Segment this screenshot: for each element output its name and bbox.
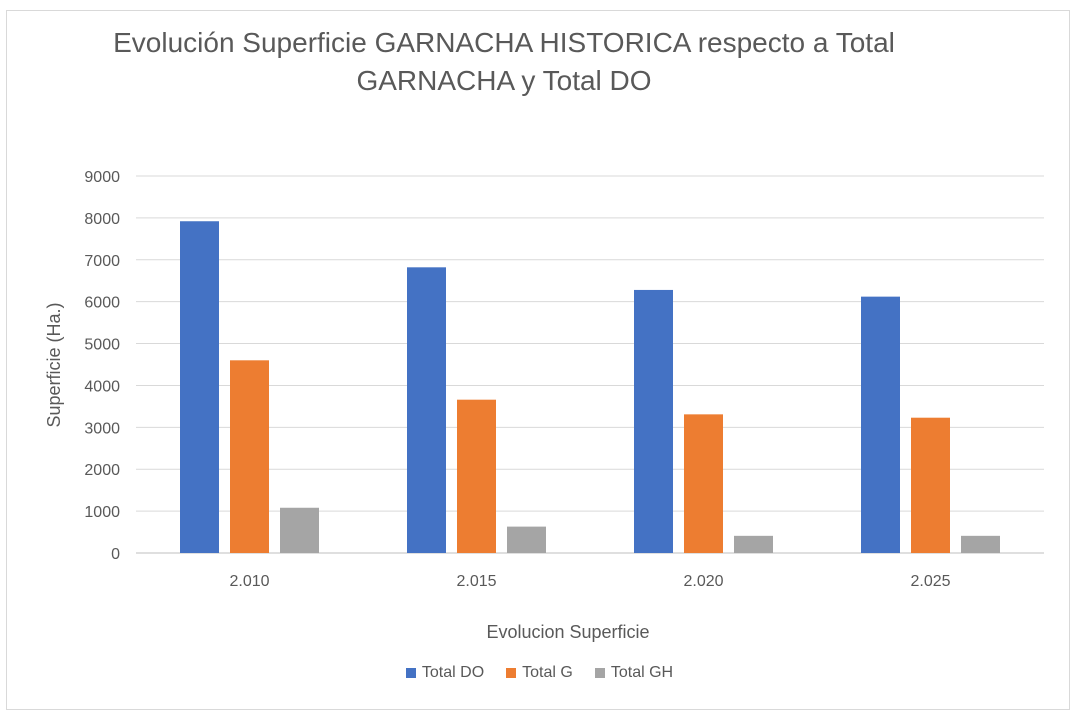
x-tick-label: 2.025 (910, 573, 950, 590)
y-tick-label: 0 (111, 546, 120, 563)
gridlines (136, 175, 1044, 554)
y-axis-title: Superficie (Ha.) (44, 302, 64, 427)
x-tick-label: 2.010 (229, 573, 269, 590)
legend-swatch (405, 668, 416, 678)
y-tick-label: 4000 (84, 378, 120, 395)
legend-item: Total DO (405, 664, 485, 682)
bar (407, 267, 446, 553)
y-tick-label: 8000 (84, 211, 120, 228)
bar (507, 526, 546, 553)
legend-item: Total G (506, 664, 573, 682)
legend-swatch (594, 668, 605, 678)
bar (230, 360, 269, 553)
chart-title: Evolución Superficie GARNACHA HISTORICA … (0, 24, 1008, 100)
legend-swatch (506, 668, 517, 678)
x-tick-label: 2.015 (456, 573, 496, 590)
bar (734, 535, 773, 553)
bar (961, 535, 1000, 553)
bar (911, 417, 950, 553)
bar (684, 414, 723, 553)
y-tick-label: 2000 (84, 462, 120, 479)
legend-label: Total G (522, 664, 573, 681)
x-tick-label: 2.020 (683, 573, 723, 590)
bars (180, 221, 1000, 554)
legend: Total DO Total G Total GH (0, 664, 1079, 682)
bar (457, 399, 496, 553)
bar (280, 507, 319, 553)
x-axis-title: Evolucion Superficie (486, 622, 649, 642)
y-tick-label: 3000 (84, 420, 120, 437)
x-axis-ticks: 2.010 2.015 2.020 2.025 (229, 573, 950, 590)
chart-title-line-2: GARNACHA y Total DO (356, 65, 652, 96)
legend-label: Total DO (421, 664, 485, 681)
y-tick-label: 5000 (84, 337, 120, 354)
bar (634, 289, 673, 553)
y-tick-label: 7000 (84, 253, 120, 270)
chart-title-line-1: Evolución Superficie GARNACHA HISTORICA … (113, 27, 895, 58)
legend-item: Total GH (594, 664, 674, 682)
y-tick-label: 1000 (84, 504, 120, 521)
legend-label: Total GH (610, 664, 674, 681)
y-tick-label: 6000 (84, 295, 120, 312)
y-tick-label: 9000 (84, 169, 120, 186)
bar (861, 296, 900, 553)
bar (180, 221, 219, 554)
y-axis-ticks: 0 1000 2000 3000 4000 5000 6000 7000 8000 9000 (84, 169, 120, 563)
